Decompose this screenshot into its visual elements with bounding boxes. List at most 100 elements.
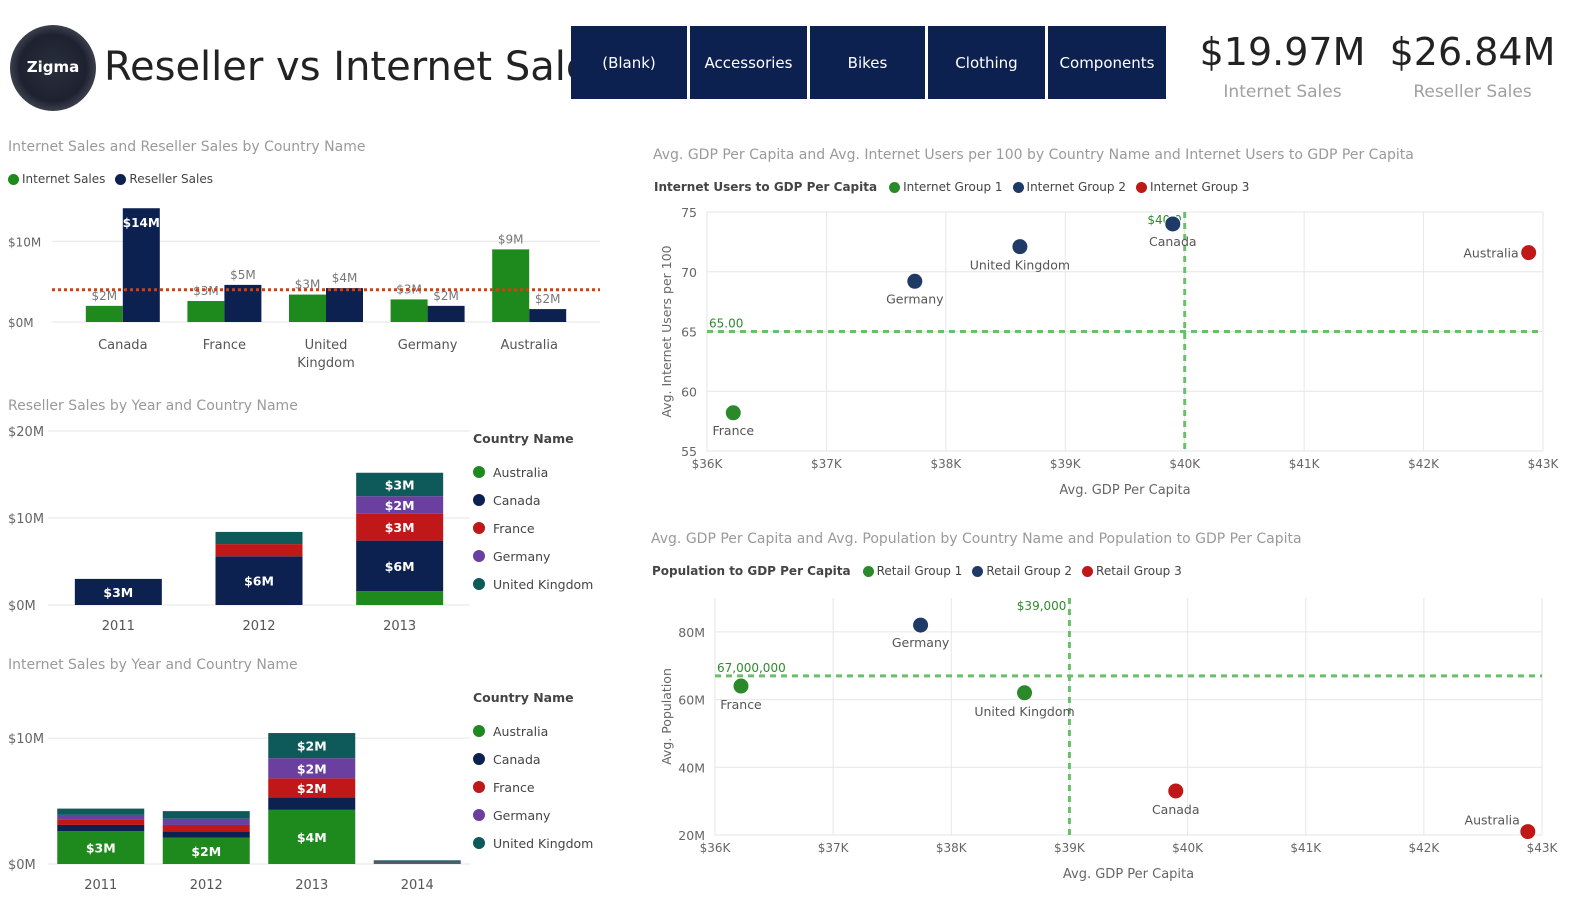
segment-australia bbox=[268, 809, 356, 864]
zigma-logo: Zigma bbox=[10, 25, 96, 111]
data-label: $2M bbox=[191, 844, 221, 859]
y-tick-label: $10M bbox=[8, 732, 44, 747]
x-axis-label: Avg. GDP Per Capita bbox=[1063, 867, 1194, 882]
x-tick-label: $37K bbox=[811, 457, 843, 471]
data-label: $3M bbox=[193, 284, 219, 298]
bar-internet-sales bbox=[85, 305, 123, 322]
point-label: Germany bbox=[892, 635, 950, 650]
legend-label: United Kingdom bbox=[493, 835, 594, 851]
legend-label: Germany bbox=[493, 807, 551, 823]
point-canada bbox=[1167, 782, 1185, 800]
bar-internet-sales bbox=[492, 249, 530, 322]
legend-item-france[interactable]: France bbox=[473, 514, 593, 542]
y-axis-label: Avg. Population bbox=[659, 668, 674, 765]
kpi-reseller-sales: $26.84M Reseller Sales bbox=[1380, 30, 1565, 102]
x-tick-label: $41K bbox=[1290, 841, 1322, 855]
legend-item-internet-sales[interactable]: Internet Sales bbox=[8, 172, 105, 186]
data-label: $9M bbox=[498, 232, 524, 246]
reference-label-y: 65.00 bbox=[709, 317, 743, 331]
x-tick-label: 2013 bbox=[383, 619, 416, 634]
x-tick-label: $39K bbox=[1054, 841, 1086, 855]
point-united-kingdom bbox=[1011, 238, 1029, 256]
x-tick-label: $38K bbox=[930, 457, 962, 471]
y-tick-label: 20M bbox=[678, 828, 705, 843]
legend-item-united-kingdom[interactable]: United Kingdom bbox=[473, 570, 593, 598]
legend-dot bbox=[1012, 181, 1024, 193]
segment-germany bbox=[162, 818, 250, 825]
population-scatter-chart[interactable]: $36K $37K $38K $39K $40K $41K $42K $43K 20M 40M 60… bbox=[645, 590, 1580, 890]
x-tick-label: Kingdom bbox=[297, 356, 355, 371]
kpi-value: $26.84M bbox=[1389, 30, 1556, 74]
legend-item-group-3[interactable]: Retail Group 3 bbox=[1082, 564, 1182, 578]
reseller-stacked-chart[interactable]: $0M $10M $20M $3M 2011 $6M 2012 $6M $3M $2M $3M 201… bbox=[0, 418, 470, 638]
x-tick-label: 2012 bbox=[242, 619, 275, 634]
point-france bbox=[732, 677, 750, 695]
x-tick-label: $39K bbox=[1050, 457, 1082, 471]
data-label: $3M bbox=[86, 841, 116, 856]
slicer-components[interactable]: Components bbox=[1048, 26, 1166, 99]
segment-australia bbox=[356, 591, 444, 605]
slicer-accessories[interactable]: Accessories bbox=[690, 26, 807, 99]
y-tick-label: 80M bbox=[678, 625, 705, 640]
point-label: Canada bbox=[1152, 802, 1200, 817]
segment-canada bbox=[268, 797, 356, 810]
y-tick-label: $10M bbox=[8, 235, 41, 249]
segment-united-kingdom bbox=[373, 860, 461, 861]
legend-item-germany[interactable]: Germany bbox=[473, 542, 593, 570]
internet-stacked-chart[interactable]: $0M $10M $3M 2011 $2M 2012 $4M $2M $2M $2M 2013 201… bbox=[0, 690, 470, 900]
kpi-label: Reseller Sales bbox=[1413, 82, 1532, 102]
legend-dot bbox=[972, 565, 984, 577]
legend-item-germany[interactable]: Germany bbox=[473, 801, 593, 829]
y-tick-label: 40M bbox=[678, 760, 705, 775]
legend-item-united-kingdom[interactable]: United Kingdom bbox=[473, 829, 593, 857]
y-axis-label: Avg. Internet Users per 100 bbox=[659, 245, 674, 417]
legend-label: Retail Group 1 bbox=[876, 564, 963, 578]
legend-item-australia[interactable]: Australia bbox=[473, 717, 593, 745]
x-tick-label: $40K bbox=[1172, 841, 1204, 855]
y-tick-label: $0M bbox=[8, 858, 36, 873]
data-label: $2M bbox=[91, 289, 117, 303]
legend-item-group-1[interactable]: Retail Group 1 bbox=[862, 564, 963, 578]
legend-dot bbox=[8, 173, 19, 185]
legend-dot bbox=[473, 725, 485, 737]
segment-germany bbox=[57, 814, 145, 820]
bar-internet-sales bbox=[187, 301, 225, 322]
bar-reseller-sales bbox=[326, 288, 363, 322]
segment-united-kingdom bbox=[268, 733, 356, 759]
legend-label: France bbox=[493, 520, 535, 536]
data-label: $3M bbox=[295, 278, 321, 292]
legend-label: Internet Sales bbox=[22, 172, 106, 186]
population-scatter-legend: Population to GDP Per Capita Retail Grou… bbox=[652, 564, 1192, 578]
segment-united-kingdom bbox=[215, 531, 303, 545]
x-tick-label: $38K bbox=[936, 841, 968, 855]
legend-label: Australia bbox=[493, 464, 549, 480]
slicer-blank[interactable]: (Blank) bbox=[571, 26, 687, 99]
legend-item-canada[interactable]: Canada bbox=[473, 745, 593, 773]
legend-item-australia[interactable]: Australia bbox=[473, 458, 593, 486]
legend-dot bbox=[115, 173, 127, 185]
country-bar-chart[interactable]: $0M $10M $2M $14M Canada $3M $5M France $3M $4M Un… bbox=[0, 195, 610, 380]
bar-reseller-sales bbox=[224, 284, 262, 322]
data-label: $2M bbox=[385, 498, 415, 513]
legend-title: Internet Users to GDP Per Capita bbox=[654, 180, 878, 194]
legend-item-france[interactable]: France bbox=[473, 773, 593, 801]
legend-item-reseller-sales[interactable]: Reseller Sales bbox=[115, 172, 213, 186]
population-scatter-title: Avg. GDP Per Capita and Avg. Population … bbox=[651, 531, 1302, 547]
point-label: Australia bbox=[1463, 246, 1518, 261]
x-tick-label: $37K bbox=[818, 841, 850, 855]
users-scatter-chart[interactable]: $36K $37K $38K $39K $40K $41K $42K $43K 55 60 65 70… bbox=[645, 200, 1580, 505]
legend-item-group-2[interactable]: Retail Group 2 bbox=[972, 564, 1072, 578]
data-label: $4M bbox=[297, 830, 327, 845]
slicer-bikes[interactable]: Bikes bbox=[810, 26, 925, 99]
legend-dot bbox=[862, 565, 874, 577]
legend-item-group-1[interactable]: Internet Group 1 bbox=[889, 180, 1003, 194]
legend-item-group-3[interactable]: Internet Group 3 bbox=[1135, 180, 1249, 194]
legend-dot bbox=[473, 781, 485, 793]
slicer-clothing[interactable]: Clothing bbox=[928, 26, 1045, 99]
segment-germany bbox=[356, 496, 444, 514]
segment-united-kingdom bbox=[57, 808, 145, 815]
legend-label: Retail Group 2 bbox=[986, 564, 1073, 578]
legend-item-canada[interactable]: Canada bbox=[473, 486, 593, 514]
legend-item-group-2[interactable]: Internet Group 2 bbox=[1012, 180, 1126, 194]
bar-reseller-sales bbox=[122, 208, 160, 322]
